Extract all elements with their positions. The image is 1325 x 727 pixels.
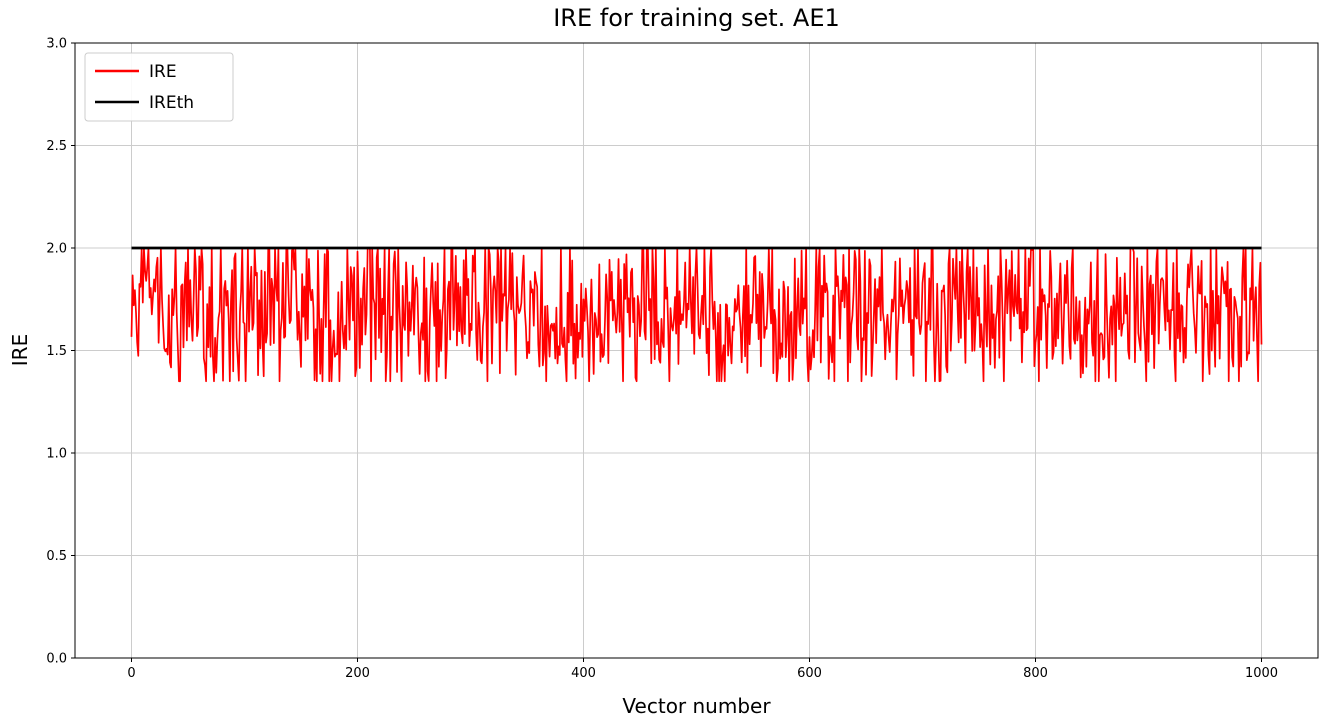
legend: IRE IREth	[84, 52, 234, 122]
x-axis-label: Vector number	[622, 694, 771, 718]
y-tick-label: 3.0	[46, 37, 67, 52]
y-tick-label: 2.5	[46, 139, 67, 154]
x-axis: 0 200 400 600 800 1000	[127, 658, 1278, 681]
x-tick-label: 600	[797, 666, 822, 681]
y-tick-label: 1.5	[46, 344, 67, 359]
legend-label: IREth	[149, 93, 194, 113]
y-tick-label: 2.0	[46, 242, 67, 257]
x-tick-label: 200	[345, 666, 370, 681]
y-tick-label: 0.5	[46, 549, 67, 564]
y-axis: 0.0 0.5 1.0 1.5 2.0 2.5 3.0	[46, 37, 75, 667]
chart-title: IRE for training set. AE1	[553, 4, 840, 32]
y-axis-label: IRE	[8, 333, 32, 367]
legend-label: IRE	[149, 62, 177, 82]
x-tick-label: 400	[571, 666, 596, 681]
y-tick-label: 1.0	[46, 447, 67, 462]
x-tick-label: 800	[1023, 666, 1048, 681]
y-tick-label: 0.0	[46, 652, 67, 667]
x-tick-label: 1000	[1245, 666, 1278, 681]
x-tick-label: 0	[127, 666, 135, 681]
